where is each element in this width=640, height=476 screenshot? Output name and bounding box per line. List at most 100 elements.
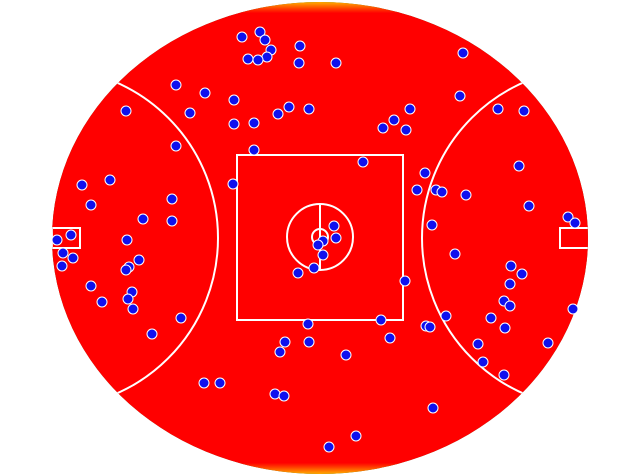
point bbox=[274, 346, 286, 358]
point bbox=[170, 140, 182, 152]
point bbox=[294, 40, 306, 52]
point bbox=[505, 260, 517, 272]
point bbox=[259, 34, 271, 46]
point bbox=[272, 108, 284, 120]
point bbox=[375, 314, 387, 326]
point bbox=[170, 79, 182, 91]
point bbox=[357, 156, 369, 168]
point bbox=[302, 318, 314, 330]
point bbox=[228, 118, 240, 130]
point bbox=[411, 184, 423, 196]
point bbox=[317, 249, 329, 261]
point bbox=[261, 51, 273, 63]
point bbox=[567, 303, 579, 315]
point bbox=[252, 54, 264, 66]
point bbox=[477, 356, 489, 368]
right-arc bbox=[421, 67, 588, 409]
point bbox=[504, 300, 516, 312]
point bbox=[569, 217, 581, 229]
point bbox=[303, 336, 315, 348]
point bbox=[76, 179, 88, 191]
point bbox=[427, 402, 439, 414]
left-arc bbox=[52, 67, 219, 409]
point bbox=[454, 90, 466, 102]
point bbox=[328, 220, 340, 232]
point bbox=[330, 57, 342, 69]
point bbox=[523, 200, 535, 212]
point bbox=[242, 53, 254, 65]
point bbox=[330, 232, 342, 244]
point bbox=[85, 199, 97, 211]
point bbox=[198, 377, 210, 389]
point bbox=[166, 215, 178, 227]
point bbox=[127, 303, 139, 315]
point bbox=[542, 337, 554, 349]
point bbox=[57, 247, 69, 259]
point bbox=[377, 122, 389, 134]
point bbox=[350, 430, 362, 442]
point bbox=[283, 101, 295, 113]
point bbox=[498, 369, 510, 381]
point bbox=[104, 174, 116, 186]
point bbox=[449, 248, 461, 260]
point bbox=[175, 312, 187, 324]
point bbox=[248, 117, 260, 129]
point bbox=[120, 264, 132, 276]
point bbox=[269, 388, 281, 400]
point bbox=[228, 94, 240, 106]
point bbox=[399, 275, 411, 287]
point bbox=[51, 234, 63, 246]
point bbox=[293, 57, 305, 69]
point bbox=[518, 105, 530, 117]
point bbox=[426, 219, 438, 231]
point bbox=[166, 193, 178, 205]
point bbox=[457, 47, 469, 59]
point bbox=[384, 332, 396, 344]
point bbox=[312, 239, 324, 251]
centre-square bbox=[236, 154, 404, 321]
point bbox=[121, 234, 133, 246]
point bbox=[67, 252, 79, 264]
point bbox=[122, 293, 134, 305]
point bbox=[137, 213, 149, 225]
point bbox=[513, 160, 525, 172]
left-goal-square bbox=[52, 227, 81, 249]
point bbox=[562, 211, 574, 223]
point bbox=[199, 87, 211, 99]
point bbox=[303, 103, 315, 115]
point bbox=[424, 321, 436, 333]
point bbox=[214, 377, 226, 389]
point bbox=[419, 167, 431, 179]
point bbox=[499, 322, 511, 334]
point bbox=[308, 262, 320, 274]
point bbox=[400, 124, 412, 136]
point bbox=[460, 189, 472, 201]
point bbox=[516, 268, 528, 280]
point bbox=[292, 267, 304, 279]
point bbox=[279, 336, 291, 348]
point bbox=[56, 260, 68, 272]
point bbox=[323, 441, 335, 453]
point bbox=[146, 328, 158, 340]
point bbox=[404, 103, 416, 115]
point bbox=[485, 312, 497, 324]
point bbox=[236, 31, 248, 43]
point bbox=[492, 103, 504, 115]
point bbox=[85, 280, 97, 292]
point bbox=[436, 186, 448, 198]
point bbox=[504, 278, 516, 290]
field-lines bbox=[52, 67, 588, 409]
point bbox=[227, 178, 239, 190]
point bbox=[340, 349, 352, 361]
point bbox=[440, 310, 452, 322]
point bbox=[120, 105, 132, 117]
points bbox=[51, 26, 581, 453]
point bbox=[248, 144, 260, 156]
point bbox=[388, 114, 400, 126]
point bbox=[254, 26, 266, 38]
point bbox=[133, 254, 145, 266]
point bbox=[96, 296, 108, 308]
point bbox=[184, 107, 196, 119]
point bbox=[65, 229, 77, 241]
